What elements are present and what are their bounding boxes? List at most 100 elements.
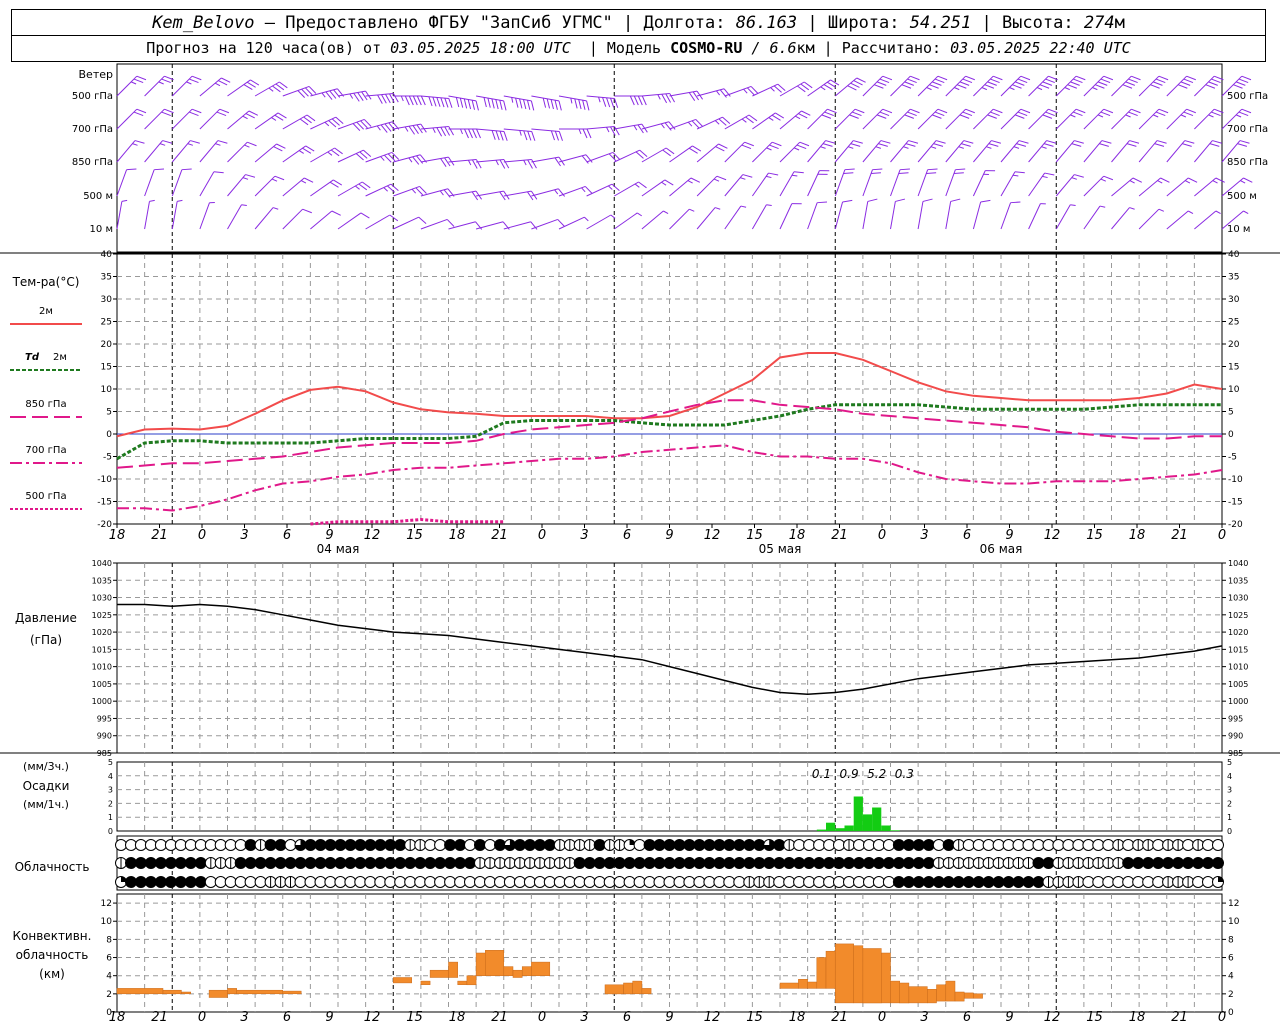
series-line-0 bbox=[116, 352, 1223, 438]
wind-barb bbox=[614, 212, 643, 230]
wind-barb-half bbox=[661, 181, 667, 186]
cloud-symbol bbox=[543, 839, 556, 851]
wind-barb-flag bbox=[852, 111, 862, 117]
wind-barb bbox=[365, 151, 400, 163]
cloud-circle bbox=[1012, 876, 1025, 888]
wind-barb-flag bbox=[1128, 78, 1138, 84]
cloud-circle bbox=[533, 876, 546, 888]
cloud-circle bbox=[454, 857, 467, 869]
cloud-circle bbox=[264, 857, 277, 869]
x-tick-label: 9 bbox=[665, 528, 673, 543]
cloud-symbol bbox=[663, 876, 676, 888]
wind-barb-half bbox=[244, 144, 250, 148]
wind-barb-half bbox=[1188, 210, 1194, 214]
wind-barb-flag bbox=[718, 143, 728, 149]
cloud-symbol bbox=[1042, 876, 1055, 888]
wind-barb-flag bbox=[273, 146, 283, 152]
cloud-symbol bbox=[813, 857, 826, 869]
wind-barb-half bbox=[1184, 180, 1191, 184]
cloud-circle bbox=[194, 839, 207, 851]
cloud-symbol bbox=[494, 857, 506, 869]
cloud-symbol bbox=[523, 876, 536, 888]
wind-barb-half bbox=[714, 120, 720, 125]
cloud-symbol bbox=[284, 857, 297, 869]
wind-barb-flag bbox=[1238, 78, 1249, 84]
cloud-circle bbox=[134, 839, 147, 851]
wind-barb bbox=[669, 145, 702, 163]
wind-barb-flag bbox=[404, 95, 410, 106]
wind-barb-half bbox=[272, 207, 279, 210]
cloud-circle bbox=[304, 876, 317, 888]
wind-barb-flag bbox=[352, 123, 361, 131]
cloud-circle bbox=[274, 839, 287, 851]
wind-barb-flag bbox=[1182, 143, 1192, 147]
cloud-circle bbox=[803, 857, 816, 869]
cloud-circle bbox=[1052, 839, 1065, 851]
wind-barb bbox=[1166, 75, 1196, 97]
x-tick-label: 15 bbox=[1086, 528, 1103, 543]
y-tick-label-left: 1020 bbox=[92, 628, 112, 637]
y-tick-label-right: 0 bbox=[1228, 430, 1234, 440]
convective-bar bbox=[945, 980, 956, 1002]
cloud-circle bbox=[803, 839, 816, 851]
wind-barb-half bbox=[598, 96, 601, 103]
cloud-circle bbox=[663, 876, 676, 888]
cloud-symbol bbox=[833, 839, 845, 851]
wind-barb-half bbox=[986, 146, 992, 149]
cloud-symbol bbox=[583, 857, 596, 869]
cloud-symbol bbox=[174, 876, 187, 888]
cloud-circle bbox=[1062, 839, 1075, 851]
wind-barb-flag bbox=[325, 91, 333, 100]
wind-barb-flag bbox=[980, 199, 991, 203]
x-tick-label-bottom: 15 bbox=[406, 1010, 423, 1024]
y-tick-label-left: 4 bbox=[106, 972, 112, 982]
wind-barb-flag bbox=[1045, 78, 1055, 84]
cloud-symbol bbox=[882, 876, 895, 888]
wind-panel-title: Ветер bbox=[79, 68, 113, 81]
wind-barb-flag bbox=[358, 183, 368, 191]
wind-barb-flag bbox=[495, 99, 499, 110]
wind-barb-half bbox=[327, 151, 333, 156]
convective-bar bbox=[420, 980, 431, 985]
wind-barb-half bbox=[636, 212, 643, 217]
wind-barb-flag bbox=[164, 108, 174, 114]
cloud-circle bbox=[633, 839, 646, 851]
cloud-symbol bbox=[992, 857, 1005, 869]
cloud-circle bbox=[643, 857, 656, 869]
cloud-circle bbox=[394, 876, 407, 888]
wind-barb-flag bbox=[389, 93, 395, 103]
wind-barb-flag bbox=[963, 140, 974, 144]
cloud-symbol bbox=[1212, 857, 1224, 869]
wind-barb-flag bbox=[950, 198, 961, 202]
wind-barb bbox=[476, 128, 508, 141]
y-tick-label-left: 25 bbox=[101, 318, 112, 328]
wind-barb-flag bbox=[247, 141, 257, 147]
wind-barb-flag bbox=[984, 84, 995, 89]
cloud-symbol bbox=[553, 876, 566, 888]
cloud-symbol bbox=[394, 857, 407, 869]
cloud-symbol bbox=[264, 839, 277, 851]
cloud-symbol bbox=[1052, 857, 1065, 869]
cloud-symbol bbox=[833, 876, 845, 888]
wind-barb-flag bbox=[771, 114, 781, 121]
wind-barb bbox=[199, 202, 215, 230]
cloud-circle bbox=[872, 839, 885, 851]
wind-barb bbox=[144, 168, 165, 197]
wind-barb-half bbox=[634, 183, 640, 188]
wind-barb bbox=[282, 145, 315, 163]
wind-barb-flag bbox=[744, 141, 754, 147]
cloud-symbol bbox=[863, 876, 875, 888]
precip-total-label: 5.2 bbox=[867, 767, 886, 781]
wind-barb-staff bbox=[531, 95, 560, 102]
cloud-circle bbox=[174, 839, 187, 851]
cloud-circle bbox=[1212, 839, 1224, 851]
x-tick-label: 12 bbox=[704, 528, 721, 543]
wind-barb-half bbox=[633, 125, 638, 131]
wind-barb-half bbox=[186, 81, 192, 85]
wind-barb-staff bbox=[116, 140, 136, 163]
cloud-symbol bbox=[912, 857, 925, 869]
wind-barb bbox=[1221, 75, 1252, 97]
wind-barb-half bbox=[215, 143, 221, 146]
wind-barb-flag bbox=[219, 108, 230, 114]
wind-barb-flag bbox=[985, 170, 996, 172]
